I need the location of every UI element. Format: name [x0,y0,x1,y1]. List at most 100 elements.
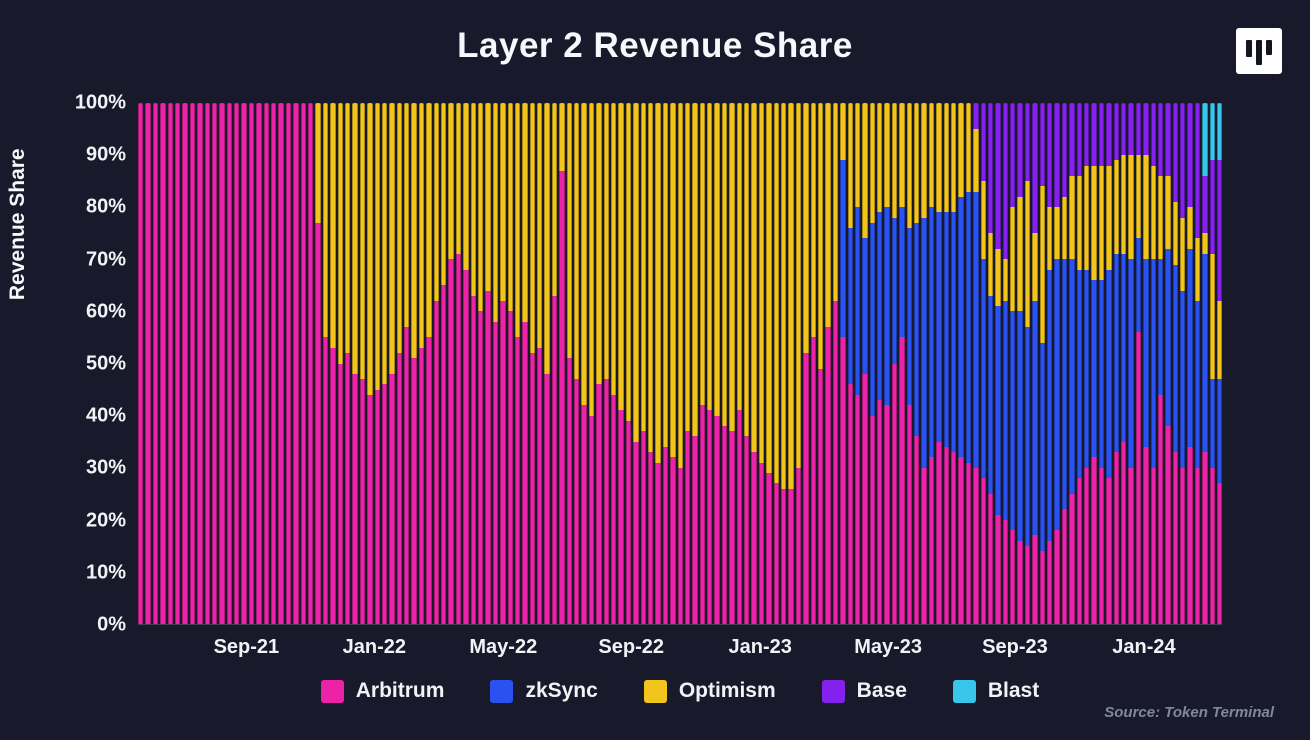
stacked-bar[interactable] [1180,103,1186,624]
stacked-bar[interactable] [588,103,595,624]
stacked-bar[interactable] [899,103,905,624]
stacked-bar[interactable] [699,103,706,624]
stacked-bar[interactable] [1017,103,1023,624]
stacked-bar[interactable] [455,103,462,624]
stacked-bar[interactable] [1128,103,1134,624]
stacked-bar[interactable] [463,103,469,624]
stacked-bar[interactable] [160,103,166,624]
stacked-bar[interactable] [744,103,750,624]
stacked-bar[interactable] [611,103,617,624]
stacked-bar[interactable] [707,103,713,624]
stacked-bar[interactable] [795,103,802,624]
stacked-bar[interactable] [1084,103,1090,624]
stacked-bar[interactable] [396,103,403,624]
stacked-bar[interactable] [633,103,639,624]
stacked-bar[interactable] [226,103,233,624]
stacked-bar[interactable] [241,103,247,624]
stacked-bar[interactable] [1106,103,1112,624]
stacked-bar[interactable] [736,103,743,624]
legend-item-blast[interactable]: Blast [952,679,1039,703]
stacked-bar[interactable] [692,103,698,624]
stacked-bar[interactable] [211,103,218,624]
stacked-bar[interactable] [426,103,432,624]
stacked-bar[interactable] [677,103,683,624]
stacked-bar[interactable] [278,103,284,624]
stacked-bar[interactable] [300,103,306,624]
stacked-bar[interactable] [766,103,772,624]
stacked-bar[interactable] [655,103,661,624]
stacked-bar[interactable] [359,103,366,624]
stacked-bar[interactable] [182,103,188,624]
stacked-bar[interactable] [1143,103,1149,624]
stacked-bar[interactable] [1157,103,1164,624]
stacked-bar[interactable] [381,103,388,624]
stacked-bar[interactable] [248,103,255,624]
stacked-bar[interactable] [810,103,816,624]
stacked-bar[interactable] [1054,103,1060,624]
stacked-bar[interactable] [537,103,543,624]
stacked-bar[interactable] [492,103,499,624]
stacked-bar[interactable] [625,103,632,624]
stacked-bar[interactable] [418,103,425,624]
stacked-bar[interactable] [773,103,779,624]
stacked-bar[interactable] [647,103,654,624]
stacked-bar[interactable] [441,103,447,624]
stacked-bar[interactable] [729,103,735,624]
legend-item-zksync[interactable]: zkSync [490,679,598,703]
stacked-bar[interactable] [1091,103,1097,624]
stacked-bar[interactable] [714,103,720,624]
stacked-bar[interactable] [1039,103,1046,624]
stacked-bar[interactable] [293,103,299,624]
stacked-bar[interactable] [1202,103,1208,624]
stacked-bar[interactable] [470,103,476,624]
stacked-bar[interactable] [618,103,624,624]
stacked-bar[interactable] [1113,103,1119,624]
stacked-bar[interactable] [152,103,159,624]
stacked-bar[interactable] [1150,103,1156,624]
stacked-bar[interactable] [337,103,343,624]
stacked-bar[interactable] [995,103,1001,624]
stacked-bar[interactable] [788,103,794,624]
stacked-bar[interactable] [219,103,225,624]
stacked-bar[interactable] [1120,103,1127,624]
stacked-bar[interactable] [928,103,935,624]
stacked-bar[interactable] [271,103,277,624]
stacked-bar[interactable] [1135,103,1142,624]
stacked-bar[interactable] [943,103,949,624]
stacked-bar[interactable] [869,103,876,624]
stacked-bar[interactable] [433,103,440,624]
stacked-bar[interactable] [921,103,927,624]
stacked-bar[interactable] [840,103,846,624]
stacked-bar[interactable] [751,103,757,624]
stacked-bar[interactable] [1061,103,1068,624]
stacked-bar[interactable] [485,103,491,624]
stacked-bar[interactable] [980,103,986,624]
stacked-bar[interactable] [803,103,809,624]
stacked-bar[interactable] [1047,103,1053,624]
stacked-bar[interactable] [603,103,609,624]
stacked-bar[interactable] [514,103,521,624]
stacked-bar[interactable] [958,103,964,624]
stacked-bar[interactable] [352,103,358,624]
stacked-bar[interactable] [684,103,691,624]
stacked-bar[interactable] [884,103,890,624]
stacked-bar[interactable] [662,103,669,624]
stacked-bar[interactable] [1032,103,1038,624]
stacked-bar[interactable] [914,103,920,624]
stacked-bar[interactable] [1024,103,1031,624]
stacked-bar[interactable] [877,103,883,624]
stacked-bar[interactable] [1165,103,1171,624]
stacked-bar[interactable] [854,103,861,624]
stacked-bar[interactable] [1172,103,1179,624]
stacked-bar[interactable] [1076,103,1082,624]
stacked-bar[interactable] [817,103,824,624]
stacked-bar[interactable] [670,103,676,624]
stacked-bar[interactable] [1209,103,1216,624]
stacked-bar[interactable] [404,103,410,624]
stacked-bar[interactable] [1069,103,1075,624]
stacked-bar[interactable] [411,103,417,624]
stacked-bar[interactable] [344,103,351,624]
stacked-bar[interactable] [197,103,203,624]
stacked-bar[interactable] [256,103,262,624]
stacked-bar[interactable] [891,103,898,624]
